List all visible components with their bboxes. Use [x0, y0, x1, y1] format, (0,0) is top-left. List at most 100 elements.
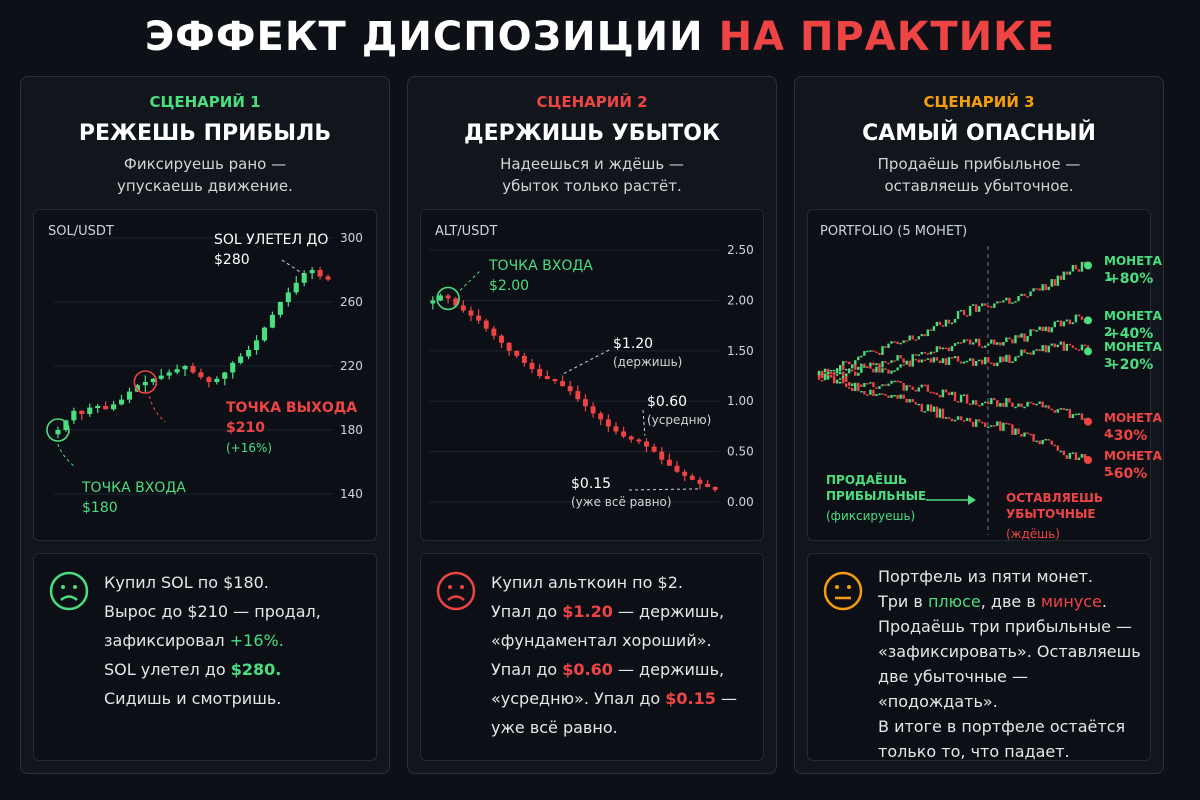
series-candle	[1041, 439, 1044, 445]
candle-body	[301, 273, 307, 283]
series-candle	[996, 301, 999, 304]
series-candle	[920, 334, 923, 337]
series-candle	[932, 357, 936, 363]
series-candle	[829, 369, 833, 372]
series-candle	[1023, 406, 1026, 409]
series-candle	[911, 399, 914, 403]
series-candle	[1080, 316, 1084, 320]
series-candle	[962, 420, 966, 422]
series-candle	[1074, 452, 1078, 461]
story-line: .	[1101, 592, 1107, 611]
story-highlight: $1.20	[562, 602, 613, 621]
series-candle	[905, 360, 908, 365]
series-candle	[987, 401, 990, 405]
series-candle	[1065, 408, 1069, 411]
series-candle	[923, 384, 926, 387]
series-candle	[1080, 261, 1084, 272]
candle-body	[537, 368, 543, 377]
series-candle	[845, 373, 848, 377]
series-candle	[944, 319, 948, 327]
series-candle	[1065, 343, 1069, 351]
series-candle	[884, 346, 887, 348]
series-candle	[1050, 343, 1053, 346]
story-line: Вырос до $210 — продал,	[104, 602, 321, 621]
series-candle	[875, 363, 878, 366]
series-candle	[1005, 297, 1008, 301]
series-candle	[965, 417, 969, 421]
series-candle	[920, 351, 923, 355]
story-line: Упал до	[491, 602, 563, 621]
candle-body	[590, 406, 596, 414]
series-candle	[965, 339, 969, 341]
series-candle	[926, 384, 930, 392]
series-candle	[1044, 405, 1047, 408]
story-line: Упал до	[491, 660, 563, 679]
candle-body	[453, 298, 459, 306]
series-candle	[990, 425, 993, 427]
series-candle	[902, 394, 905, 399]
series-candle	[911, 386, 914, 390]
series-candle	[908, 385, 911, 387]
candle-body	[198, 372, 204, 378]
story-highlight: плюсе	[927, 592, 981, 611]
series-candle	[899, 394, 902, 399]
series-candle	[950, 357, 954, 359]
series-candle	[1044, 345, 1047, 353]
candle-body	[689, 475, 695, 480]
series-candle	[878, 363, 881, 368]
series-candle	[941, 358, 945, 364]
series-candle	[848, 382, 851, 386]
series-candle	[968, 339, 972, 345]
series-change: -30%	[1108, 427, 1148, 444]
candle-body	[438, 295, 443, 301]
series-candle	[1074, 413, 1078, 416]
candle-body	[182, 366, 188, 370]
series-candle	[990, 339, 993, 344]
series-candle	[1002, 422, 1005, 431]
series-candle	[902, 340, 905, 343]
series-candle	[1020, 403, 1023, 408]
series-candle	[1035, 403, 1038, 406]
series-candle	[941, 347, 945, 350]
series-candle	[914, 358, 917, 361]
sell-note: (фиксируешь)	[826, 509, 916, 523]
series-candle	[984, 303, 987, 306]
series-candle	[996, 342, 999, 345]
series-candle	[820, 370, 824, 375]
series-candle	[953, 356, 957, 359]
alt-chart-svg: 2.50 2.00 1.50 1.00 0.50 0.00	[429, 243, 754, 509]
series-candle	[917, 336, 920, 340]
series-candle	[842, 361, 845, 368]
story-highlight: $0.15	[665, 689, 716, 708]
series-candle	[863, 351, 866, 356]
candle-body	[712, 486, 718, 490]
series-candle	[984, 401, 987, 404]
series-candle	[908, 335, 911, 341]
series-candle	[848, 387, 851, 389]
series-candle	[838, 378, 842, 380]
series-candle	[1029, 291, 1032, 297]
series-candle	[962, 394, 966, 396]
candle-body	[55, 430, 61, 435]
scenario-2-panel: СЦЕНАРИЙ 2 ДЕРЖИШЬ УБЫТОК Надеешься и жд…	[407, 76, 777, 774]
series-candle	[1062, 341, 1066, 351]
series-candle	[1002, 403, 1005, 407]
exit-pct: (+16%)	[226, 441, 273, 455]
series-candle	[905, 398, 908, 403]
series-candle	[1056, 320, 1059, 322]
series-candle	[1038, 401, 1041, 404]
series-candle	[854, 360, 857, 366]
series-candle	[974, 304, 978, 312]
price-2-pointer	[642, 409, 646, 436]
scenario-label: СЦЕНАРИЙ 3	[923, 93, 1035, 111]
series-candle	[875, 387, 878, 389]
series-candle	[896, 341, 899, 344]
candle-body	[269, 314, 275, 328]
series-candle	[1044, 326, 1047, 332]
story-line: — держишь,	[612, 660, 725, 679]
series-candle	[971, 400, 975, 405]
series-candle	[1077, 349, 1081, 351]
series-candle	[1008, 354, 1011, 363]
series-candle	[962, 361, 966, 364]
series-candle	[978, 404, 981, 407]
